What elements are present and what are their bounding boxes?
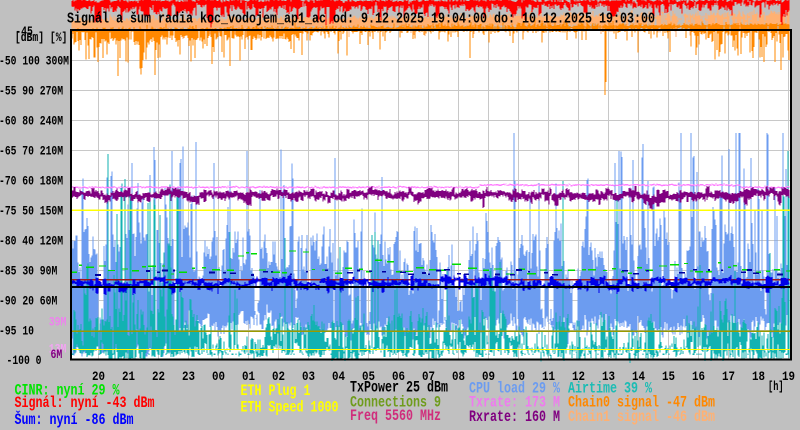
svg-text:08: 08 (452, 369, 465, 384)
svg-text:11: 11 (542, 369, 555, 384)
svg-text:21: 21 (122, 369, 135, 384)
svg-text:02: 02 (272, 369, 285, 384)
svg-text:-95 10: -95 10 (0, 323, 34, 338)
svg-text:16: 16 (692, 369, 705, 384)
svg-text:ETH Speed 1000: ETH Speed 1000 (241, 399, 339, 417)
svg-text:20: 20 (92, 369, 105, 384)
svg-text:13M: 13M (49, 342, 67, 357)
svg-text:Chain0 signal -47 dBm: Chain0 signal -47 dBm (568, 394, 715, 412)
svg-text:Connections 9: Connections 9 (350, 394, 441, 412)
svg-text:Šum: nyní -86 dBm: Šum: nyní -86 dBm (15, 410, 134, 429)
svg-text:Chain1 signal -46 dBm: Chain1 signal -46 dBm (568, 408, 715, 426)
svg-text:15: 15 (662, 369, 675, 384)
svg-text:17: 17 (722, 369, 735, 384)
svg-text:TxPower 25 dBm: TxPower 25 dBm (350, 379, 448, 397)
svg-text:00: 00 (212, 369, 225, 384)
svg-text:39M: 39M (49, 314, 67, 329)
svg-text:06: 06 (392, 369, 405, 384)
svg-text:Signál: nyní -43 dBm: Signál: nyní -43 dBm (15, 394, 155, 412)
svg-text:18: 18 (752, 369, 765, 384)
svg-text:10: 10 (512, 369, 525, 384)
svg-text:[h]: [h] (768, 379, 784, 394)
svg-text:-90 20 60M: -90 20 60M (0, 293, 57, 308)
svg-text:23: 23 (182, 369, 195, 384)
svg-text:05: 05 (362, 369, 375, 384)
svg-text:04: 04 (332, 369, 345, 384)
svg-text:CINR: nyní 29 %: CINR: nyní 29 % (15, 382, 120, 400)
svg-text:12: 12 (572, 369, 585, 384)
svg-text:19: 19 (782, 369, 795, 384)
svg-text:07: 07 (422, 369, 435, 384)
svg-text:6M: 6M (51, 347, 63, 362)
svg-text:-65 70 210M: -65 70 210M (0, 143, 63, 158)
svg-text:22: 22 (152, 369, 165, 384)
svg-text:-45: -45 (15, 24, 33, 39)
svg-text:Txrate: 173 M: Txrate: 173 M (469, 394, 560, 412)
svg-text:13: 13 (602, 369, 615, 384)
svg-text:Freq 5560 MHz: Freq 5560 MHz (350, 407, 441, 425)
svg-text:-85 30 90M: -85 30 90M (0, 263, 57, 278)
svg-text:[dBm] [%]: [dBm] [%] (15, 30, 68, 45)
svg-text:Signál a šum radia koc_vodojem: Signál a šum radia koc_vodojem_ap1_ac od… (67, 11, 655, 28)
svg-text:-70 60 180M: -70 60 180M (0, 173, 63, 188)
svg-text:14: 14 (632, 369, 645, 384)
svg-text:03: 03 (302, 369, 315, 384)
svg-text:Airtime 39 %: Airtime 39 % (568, 380, 652, 398)
svg-text:-80 40 120M: -80 40 120M (0, 233, 63, 248)
svg-text:-50 100 300M: -50 100 300M (0, 53, 69, 68)
svg-text:Rxrate: 160 M: Rxrate: 160 M (469, 408, 560, 426)
svg-text:-60 80 240M: -60 80 240M (0, 113, 63, 128)
svg-text:CPU load 29 %: CPU load 29 % (469, 380, 560, 398)
svg-text:01: 01 (242, 369, 255, 384)
svg-text:-100 0: -100 0 (7, 353, 42, 368)
svg-text:09: 09 (482, 369, 495, 384)
svg-text:-55 90 270M: -55 90 270M (0, 83, 63, 98)
svg-text:ETH Plug 1: ETH Plug 1 (241, 382, 311, 400)
svg-text:-75 50 150M: -75 50 150M (0, 203, 63, 218)
